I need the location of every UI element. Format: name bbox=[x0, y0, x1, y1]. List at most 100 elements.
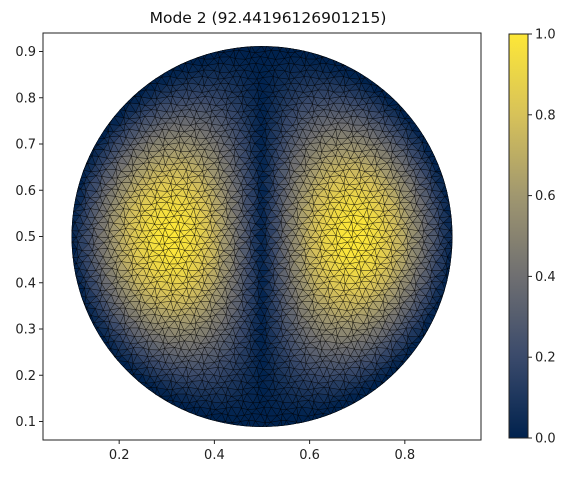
mesh-triangle bbox=[106, 355, 116, 363]
chart-title: Mode 2 (92.44196126901215) bbox=[150, 9, 387, 27]
mesh-triangle bbox=[365, 395, 375, 402]
mesh-triangle bbox=[71, 255, 74, 265]
mesh-triangle bbox=[437, 315, 444, 324]
mesh-triangle bbox=[71, 274, 76, 285]
mesh-triangle bbox=[457, 236, 464, 243]
mesh-triangle bbox=[441, 170, 448, 177]
mesh-triangle bbox=[71, 168, 81, 179]
mesh-triangle bbox=[417, 115, 425, 126]
mesh-triangle bbox=[75, 161, 84, 171]
mesh-triangle bbox=[449, 194, 453, 206]
mesh-triangle bbox=[71, 176, 81, 186]
mesh-triangle bbox=[71, 267, 76, 277]
mesh-triangle bbox=[141, 386, 153, 395]
mesh-triangle bbox=[439, 300, 451, 311]
mesh-triangle bbox=[447, 274, 453, 285]
mesh-triangle bbox=[322, 413, 332, 423]
mesh-triangle bbox=[71, 289, 82, 296]
mesh-triangle bbox=[436, 148, 446, 157]
mesh-triangle bbox=[381, 381, 391, 389]
mesh-triangle bbox=[423, 130, 436, 138]
mesh-triangle bbox=[71, 228, 73, 239]
mesh-triangle bbox=[71, 183, 76, 191]
mesh-triangle bbox=[130, 85, 139, 93]
mesh-triangle bbox=[377, 76, 387, 87]
mesh-triangle bbox=[107, 109, 115, 118]
mesh-triangle bbox=[447, 188, 453, 196]
mesh-triangle bbox=[447, 283, 453, 291]
mesh-triangle bbox=[73, 302, 86, 310]
mesh-triangle bbox=[353, 402, 364, 410]
mesh-triangle bbox=[454, 222, 459, 231]
mesh-triangle bbox=[78, 313, 89, 325]
mesh-triangle bbox=[450, 257, 453, 265]
mesh-triangle bbox=[87, 322, 95, 330]
mesh-triangle bbox=[432, 148, 442, 157]
mesh-triangle bbox=[412, 115, 422, 125]
mesh-triangle bbox=[83, 313, 92, 325]
mesh-triangle bbox=[445, 183, 453, 192]
mesh-triangle bbox=[103, 116, 110, 126]
mesh-triangle bbox=[81, 323, 93, 331]
mesh-triangle bbox=[127, 373, 135, 382]
mesh-triangle bbox=[456, 223, 465, 231]
mesh-triangle bbox=[422, 340, 429, 351]
mesh-triangle bbox=[433, 314, 440, 325]
mesh-triangle bbox=[88, 328, 95, 336]
mesh-edge bbox=[365, 395, 374, 402]
mesh-triangle bbox=[443, 294, 453, 303]
mesh-triangle bbox=[401, 360, 410, 371]
mesh-triangle bbox=[65, 211, 71, 218]
mesh-triangle bbox=[409, 111, 418, 119]
mesh-triangle bbox=[233, 46, 240, 52]
mesh-triangle bbox=[445, 175, 453, 186]
mesh-triangle bbox=[456, 230, 465, 236]
mesh-triangle bbox=[81, 142, 94, 152]
mesh-triangle bbox=[78, 157, 89, 164]
mesh-triangle bbox=[453, 231, 460, 238]
mesh-edge bbox=[130, 380, 139, 391]
mesh-triangle bbox=[79, 307, 88, 315]
mesh-triangle bbox=[444, 289, 453, 296]
mesh-triangle bbox=[71, 247, 74, 258]
mesh-triangle bbox=[445, 168, 452, 178]
mesh-triangle bbox=[65, 196, 70, 204]
plot-area: 0.2 0.4 0.6 0.8 0.10.20.30.40.50.60.70.80.9 bbox=[15, 32, 482, 463]
mesh-triangle bbox=[71, 221, 73, 232]
mesh-triangle bbox=[451, 248, 453, 259]
mesh-triangle bbox=[87, 135, 95, 147]
mesh-edge bbox=[353, 402, 364, 410]
mesh-triangle bbox=[71, 263, 73, 271]
mesh-triangle bbox=[71, 294, 82, 304]
mesh-triangle bbox=[441, 164, 448, 172]
mesh-triangle bbox=[453, 195, 460, 204]
mesh-triangle bbox=[71, 195, 75, 205]
mesh-triangle bbox=[451, 241, 453, 251]
mesh-triangle bbox=[453, 236, 460, 242]
mesh-triangle bbox=[450, 261, 453, 269]
mesh-triangle bbox=[422, 334, 429, 342]
mesh-triangle bbox=[454, 215, 459, 223]
mesh-triangle bbox=[423, 333, 435, 342]
mesh-triangle bbox=[398, 97, 405, 105]
mesh-triangle bbox=[454, 205, 459, 212]
mesh-triangle bbox=[432, 144, 442, 152]
mesh-triangle bbox=[421, 124, 429, 133]
mesh-triangle bbox=[437, 307, 444, 318]
mesh-triangle bbox=[441, 155, 448, 166]
mesh-triangle bbox=[71, 267, 73, 276]
mesh-triangle bbox=[130, 380, 139, 391]
mesh-triangle bbox=[426, 328, 439, 335]
mesh-triangle bbox=[447, 184, 453, 191]
mesh-triangle bbox=[117, 97, 127, 105]
mesh-triangle bbox=[381, 84, 390, 92]
mesh-triangle bbox=[111, 360, 118, 368]
mesh-triangle bbox=[65, 202, 70, 211]
mesh-triangle bbox=[71, 189, 75, 197]
mesh-triangle bbox=[71, 283, 75, 292]
mesh-triangle bbox=[439, 308, 451, 318]
mesh-triangle bbox=[433, 322, 440, 330]
mesh-triangle bbox=[71, 241, 74, 249]
mesh-triangle bbox=[427, 136, 439, 146]
